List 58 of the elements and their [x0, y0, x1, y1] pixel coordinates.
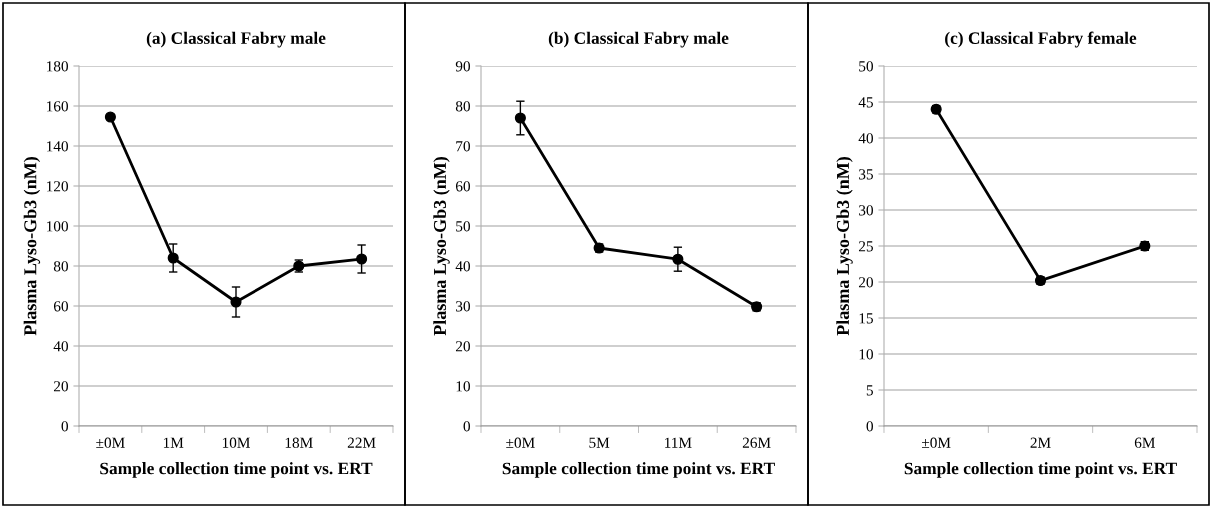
- y-tick-label: 40: [53, 341, 68, 352]
- y-tick-label: 60: [455, 181, 470, 192]
- chart-title: (c) Classical Fabry female: [945, 31, 1137, 48]
- y-tick-label: 0: [61, 421, 68, 432]
- y-axis-title: Plasma Lyso-Gb3 (nM): [836, 157, 853, 336]
- x-tick-label: 26M: [742, 437, 771, 448]
- y-tick-label: 15: [859, 313, 873, 324]
- y-tick-label: 160: [47, 101, 68, 112]
- y-tick-label: 10: [456, 381, 470, 392]
- point: [356, 253, 368, 265]
- y-axis-title: Plasma Lyso-Gb3 (nM): [433, 157, 450, 336]
- x-tick-label: 22M: [347, 437, 376, 448]
- x-tick-label: 11M: [665, 437, 692, 448]
- y-tick-label: 25: [858, 241, 873, 252]
- y-tick-label: 20: [53, 381, 68, 392]
- y-axis-title: Plasma Lyso-Gb3 (nM): [23, 157, 41, 336]
- x-axis-title: Sample collection time point vs. ERT: [502, 462, 775, 478]
- x-tick-label: 1M: [163, 437, 184, 448]
- x-tick-label: 6M: [1134, 437, 1155, 448]
- y-tick-label: 70: [456, 141, 470, 152]
- x-axis-title: Sample collection time point vs. ERT: [904, 462, 1177, 478]
- x-tick-label: 18M: [285, 437, 313, 448]
- x-tick-label: 10M: [222, 437, 250, 448]
- y-tick-label: 5: [866, 385, 873, 396]
- x-tick-label: ±0M: [922, 437, 951, 448]
- x-tick-label: ±0M: [506, 437, 535, 448]
- x-tick-label: ±0M: [96, 437, 125, 448]
- y-tick-label: 180: [47, 61, 68, 72]
- point: [514, 112, 526, 124]
- y-tick-label: 20: [455, 341, 470, 352]
- y-tick-label: 30: [456, 301, 470, 312]
- x-tick-label: 5M: [589, 437, 610, 448]
- y-tick-label: 50: [859, 61, 873, 72]
- y-tick-label: 80: [53, 261, 68, 272]
- y-tick-label: 40: [858, 133, 873, 144]
- point: [167, 252, 179, 264]
- y-tick-label: 60: [53, 301, 68, 312]
- point: [104, 111, 116, 123]
- y-tick-label: 20: [858, 277, 873, 288]
- x-tick-label: 2M: [1030, 437, 1051, 448]
- y-tick-label: 40: [455, 261, 470, 272]
- y-tick-label: 35: [859, 169, 873, 180]
- y-tick-label: 100: [47, 221, 68, 232]
- y-tick-label: 90: [455, 61, 470, 72]
- y-tick-label: 45: [858, 97, 873, 108]
- y-tick-label: 50: [456, 221, 470, 232]
- y-tick-label: 120: [47, 181, 68, 192]
- point: [672, 253, 684, 265]
- y-tick-label: 80: [455, 101, 470, 112]
- y-tick-label: 10: [859, 349, 873, 360]
- y-tick-label: 0: [866, 421, 873, 432]
- point: [230, 296, 242, 308]
- y-tick-label: 140: [47, 141, 68, 152]
- chart-title: (a) Classical Fabry male: [146, 31, 326, 48]
- chart-title: (b) Classical Fabry male: [548, 31, 729, 48]
- x-axis-title: Sample collection time point vs. ERT: [100, 462, 373, 478]
- y-tick-label: 0: [463, 421, 470, 432]
- y-tick-label: 30: [859, 205, 873, 216]
